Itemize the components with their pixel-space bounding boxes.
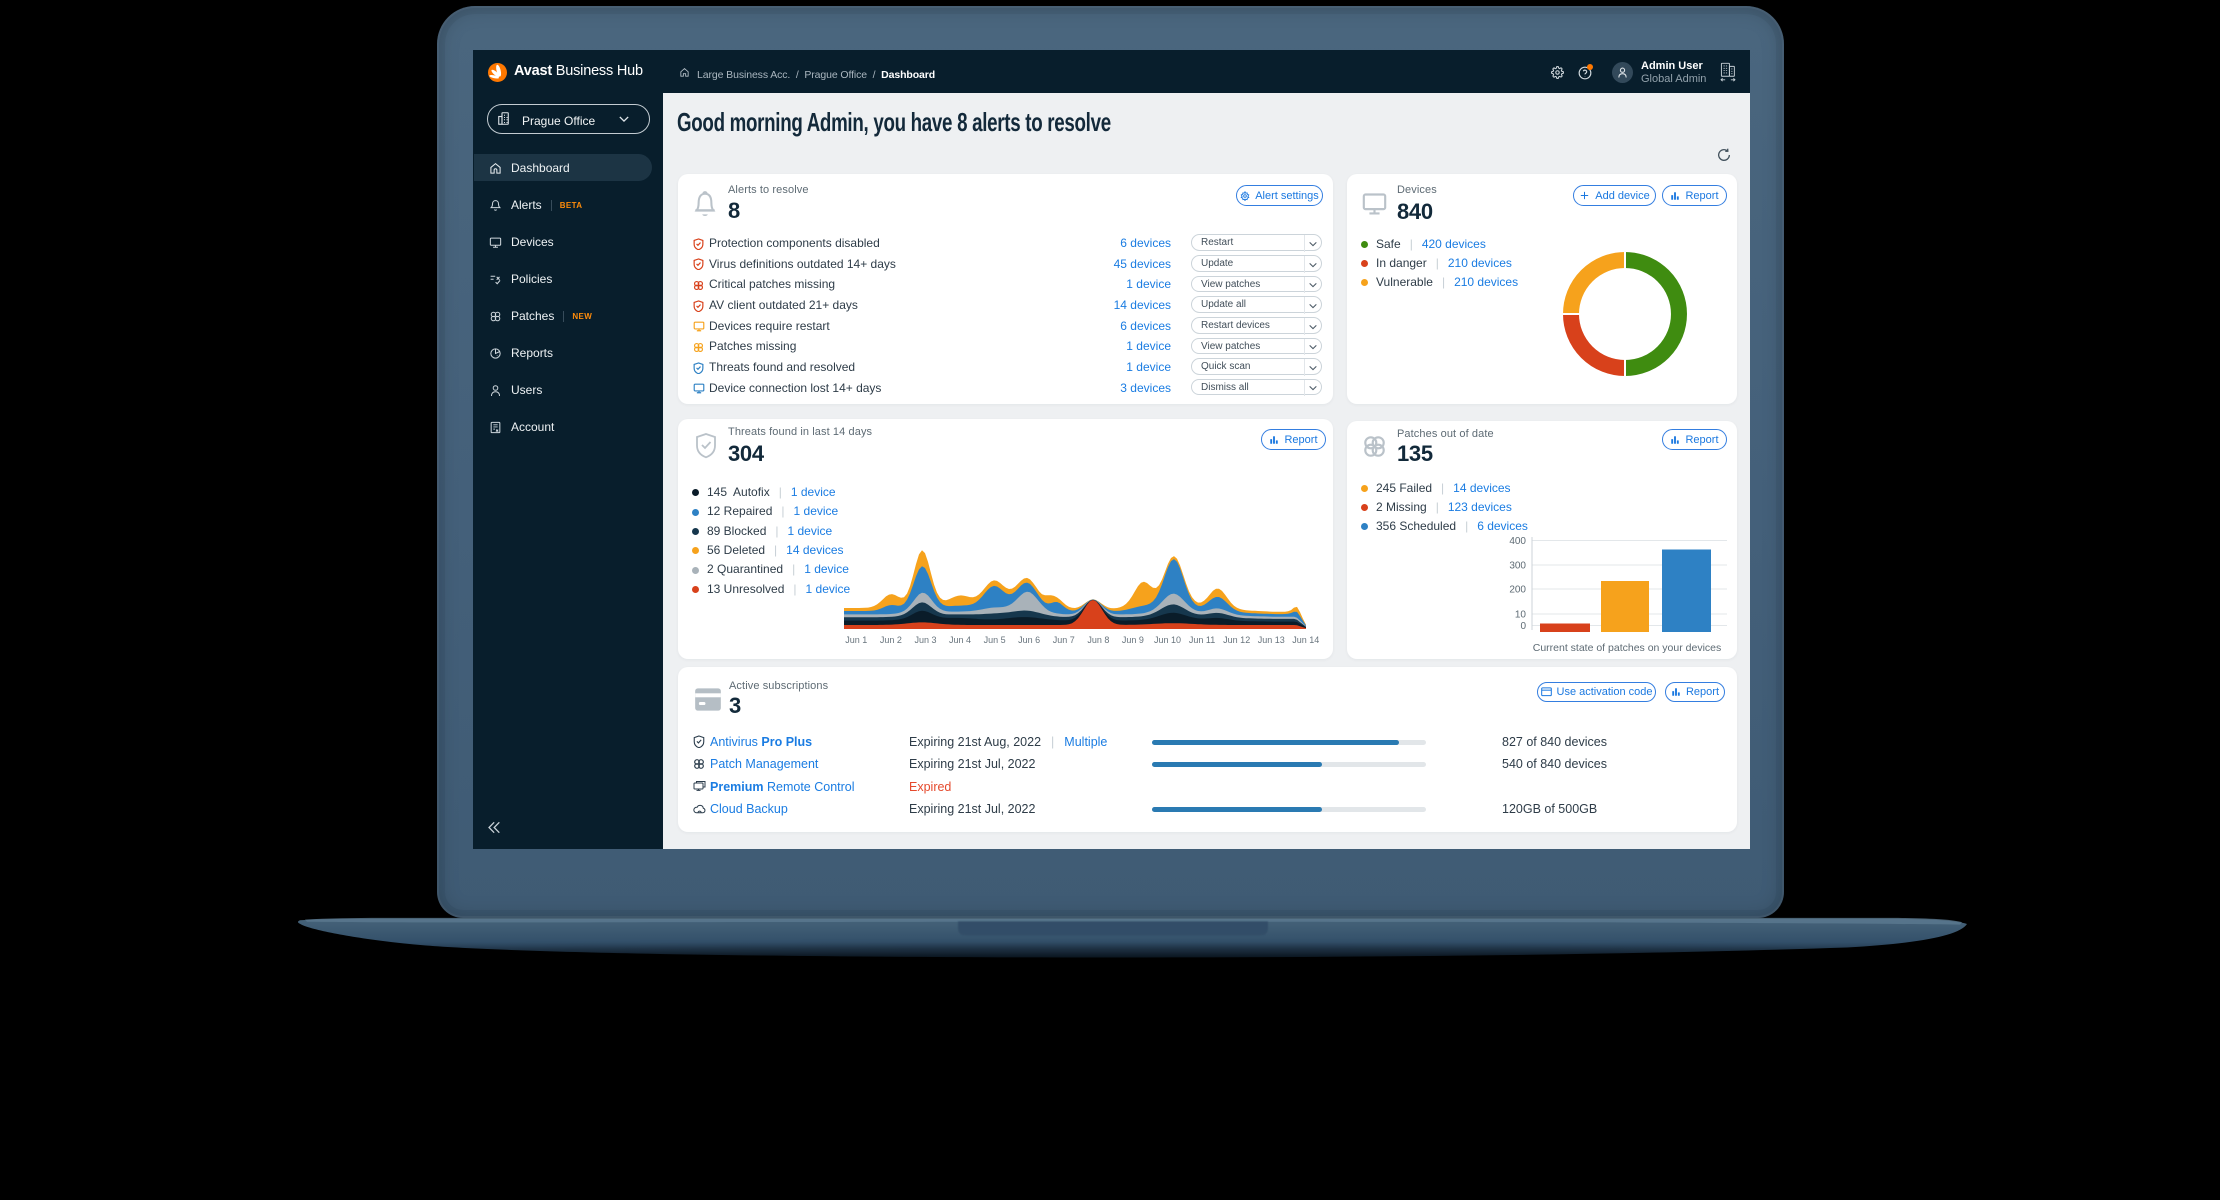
svg-text:400: 400 [1509,536,1526,547]
svg-text:200: 200 [1509,585,1526,596]
svg-text:300: 300 [1509,561,1526,572]
svg-text:0: 0 [1520,621,1526,632]
svg-text:10: 10 [1515,610,1527,621]
